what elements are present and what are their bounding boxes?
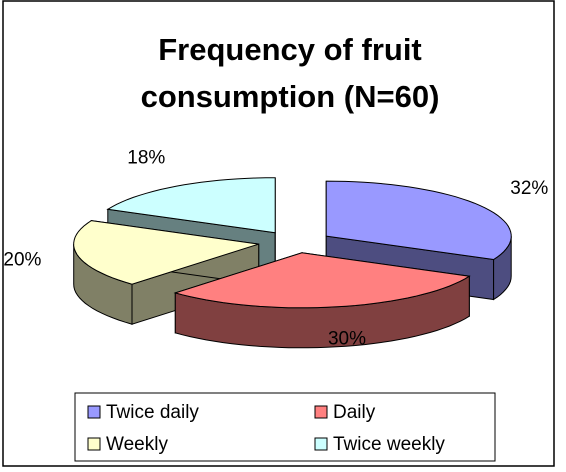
- chart-title: Frequency of fruit: [158, 32, 422, 67]
- legend-swatch: [314, 405, 328, 419]
- data-label: 32%: [510, 178, 548, 199]
- pie-slice: [106, 177, 276, 234]
- pie-slice: [173, 252, 471, 309]
- pie-slice-group: [173, 252, 471, 349]
- legend-label: Twice weekly: [333, 434, 445, 455]
- legend-box: [74, 392, 496, 462]
- chart-title: consumption (N=60): [141, 79, 440, 114]
- legend-swatch: [87, 437, 101, 451]
- pie-slice: [325, 180, 512, 261]
- legend-label: Weekly: [106, 434, 168, 455]
- legend-label: Twice daily: [106, 402, 199, 423]
- legend-swatch: [314, 437, 328, 451]
- data-label: 20%: [3, 250, 41, 271]
- pie-slice: [73, 220, 259, 285]
- legend-label: Daily: [333, 402, 376, 423]
- pie-slice-group: [73, 220, 260, 325]
- data-label: 30%: [328, 328, 366, 349]
- legend-swatch: [87, 405, 101, 419]
- data-label: 18%: [127, 147, 165, 168]
